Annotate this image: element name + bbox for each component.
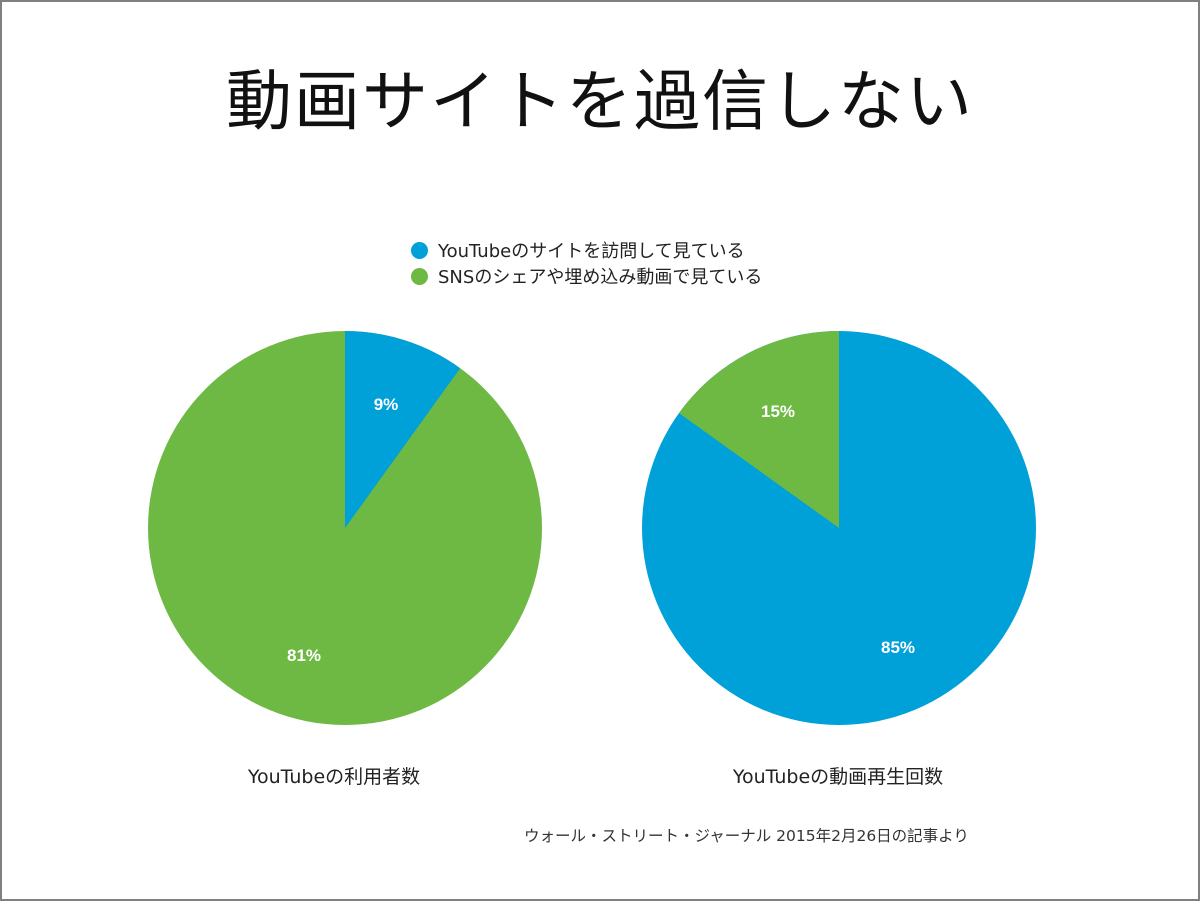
pie-label-youtube-users: 9% xyxy=(373,395,399,414)
pie-label-sns-views: 15% xyxy=(760,402,796,421)
slide-title: 動画サイトを過信しない xyxy=(226,63,974,140)
chart-legend: YouTubeのサイトを訪問して見ている SNSのシェアや埋め込み動画で見ている xyxy=(411,237,762,289)
legend-item-youtube-site: YouTubeのサイトを訪問して見ている xyxy=(411,237,762,263)
legend-dot-blue-icon xyxy=(411,241,428,259)
legend-item-sns-embed: SNSのシェアや埋め込み動画で見ている xyxy=(411,263,762,289)
legend-label: YouTubeのサイトを訪問して見ている xyxy=(438,241,745,262)
chart-caption-views: YouTubeの動画再生回数 xyxy=(732,766,944,788)
pie-slice-youtube-users xyxy=(345,331,461,528)
pie-label-sns-users: 81% xyxy=(286,646,322,665)
pie-label-youtube-views: 85% xyxy=(880,638,916,657)
pie-slice-sns-views xyxy=(679,331,839,528)
source-citation: ウォール・ストリート・ジャーナル 2015年2月26日の記事より xyxy=(524,827,969,845)
legend-dot-green-icon xyxy=(411,267,428,285)
chart-caption-users: YouTubeの利用者数 xyxy=(247,766,421,788)
legend-label: SNSのシェアや埋め込み動画で見ている xyxy=(438,267,763,288)
